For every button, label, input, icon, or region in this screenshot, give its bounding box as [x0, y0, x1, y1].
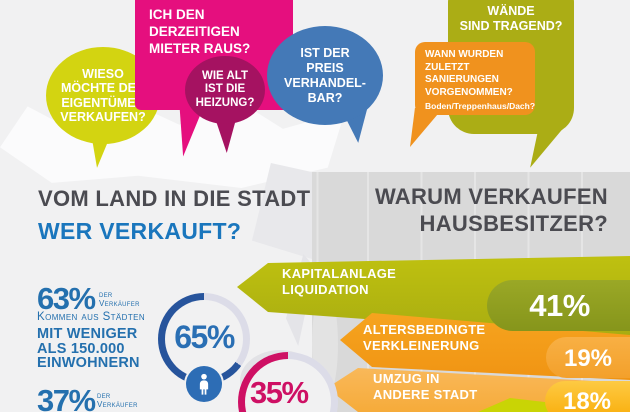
bar-value: 41%: [529, 288, 590, 323]
bubble-sanierung: WANN WURDEN ZULETZT SANIERUNGEN VORGENOM…: [415, 42, 535, 115]
left-section-subtitle: WER VERKAUFT?: [38, 218, 242, 244]
bar-kapitalanlage-label: KAPITALANLAGE LIQUIDATION: [282, 266, 397, 297]
bar-value: 18%: [562, 388, 612, 412]
bar-umzug-label: UMZUG IN ANDERE STADT: [373, 371, 478, 402]
donut-ring-65: [158, 293, 250, 385]
left-section-title: VOM LAND IN DIE STADT: [38, 186, 311, 211]
stat-63-description-bold: MIT WENIGER ALS 150.000 EINWOHNERN: [37, 326, 140, 371]
value-badge-19: 19%: [546, 337, 630, 378]
person-icon: [186, 366, 222, 402]
bar-altersbedingt-label: ALTERSBEDINGTE VERKLEINERUNG: [363, 322, 486, 353]
bubble-sanierung-subline: Boden/Treppenhaus/Dach?: [425, 101, 536, 111]
donut-35-value: 35%: [250, 375, 309, 410]
value-badge-41: 41%: [487, 280, 630, 331]
right-section-title: WARUM VERKAUFEN HAUSBESITZER?: [374, 184, 608, 236]
person-glyph: [199, 373, 209, 395]
bubble-preis: IST DER PREIS VERHANDEL- BAR?: [267, 26, 383, 125]
stat-63-percent: 63%: [37, 281, 96, 316]
stat-63-unit: der Verkäufer: [99, 290, 140, 308]
stat-37-percent: 37%: [37, 383, 96, 412]
bubble-heizung: WIE ALT IST DIE HEIZUNG?: [185, 56, 265, 124]
donut-65-value: 65%: [174, 319, 235, 355]
bar-value: 19%: [563, 345, 613, 372]
stat-37-unit: der Verkäufer: [97, 391, 138, 409]
stat-63-description-light: Kommen aus Städten: [37, 311, 146, 323]
value-badge-18: 18%: [545, 381, 630, 412]
